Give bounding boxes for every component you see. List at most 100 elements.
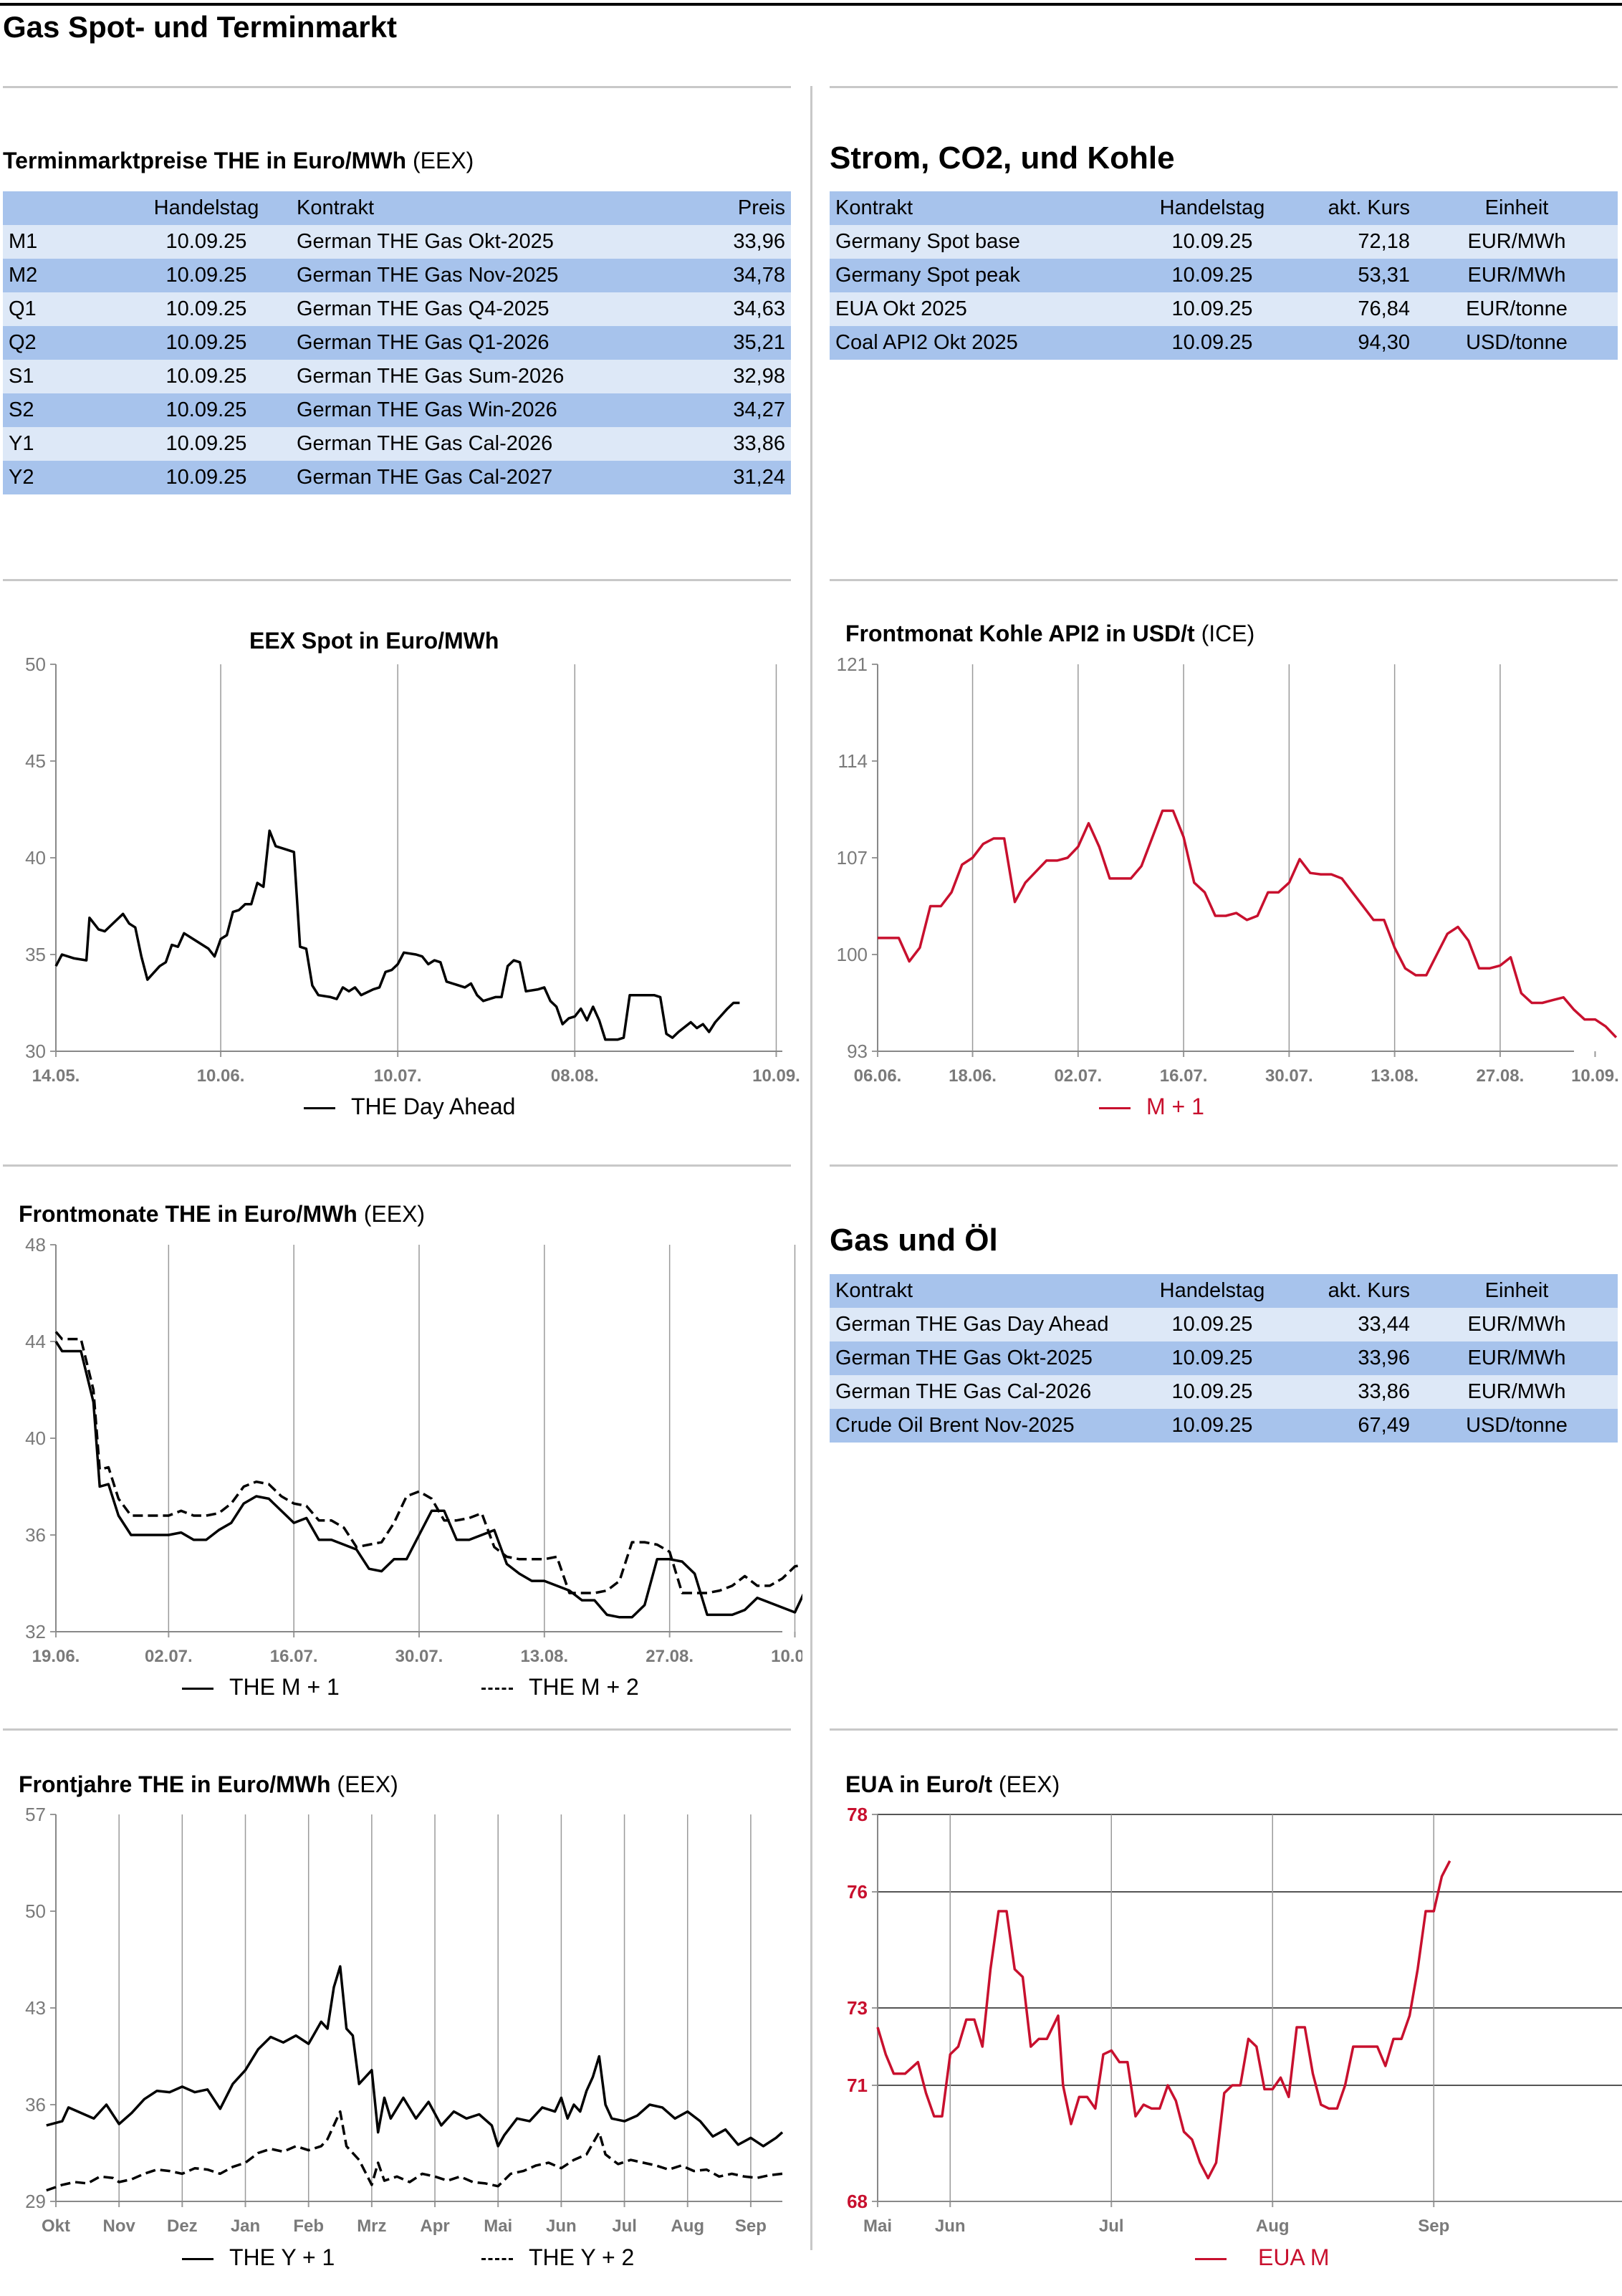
table-row: Q2 10.09.25 German THE Gas Q1-2026 35,21 [3,326,791,360]
y-tick-label: 30 [25,1041,46,1062]
table-cell: 94,30 [1358,331,1410,354]
table-header-cell: Einheit [1484,196,1549,219]
table-row: S2 10.09.25 German THE Gas Win-2026 34,27 [3,393,791,427]
x-tick-label: Jun [546,2216,577,2236]
table-cell: EUA Okt 2025 [835,297,967,320]
table-cell: 10.09.25 [165,466,247,489]
legend-line-dashed [481,1688,513,1690]
table-cell: 53,31 [1358,264,1410,287]
table-row: German THE Gas Cal-2026 10.09.25 33,86 EUR/… [830,1375,1618,1409]
separator [3,579,791,581]
table-cell: EUR/MWh [1467,1313,1566,1336]
table-cell: M2 [9,264,38,287]
y-tick-label: 43 [25,1997,46,2019]
x-tick-label: 18.06. [949,1066,997,1086]
column-divider [810,86,812,2250]
legend-label: THE Y + 1 [229,2244,335,2270]
table-cell: Crude Oil Brent Nov-2025 [835,1414,1075,1437]
series-line-eua-0 [876,1860,1451,2180]
table-header-row: Kontrakt Handelstag akt. Kurs Einheit [830,191,1618,225]
table-cell: 10.09.25 [1171,264,1253,287]
x-tick-label: 27.08. [646,1647,694,1666]
x-tick-label: Okt [42,2216,70,2236]
table-row: Crude Oil Brent Nov-2025 10.09.25 67,49 USD… [830,1409,1618,1443]
legend-label: M + 1 [1146,1094,1204,1119]
separator [3,1164,791,1167]
series-line-coal-0 [878,809,1618,1038]
series-line-spot-0 [54,829,740,1041]
frontmonths-legend-2: THE M + 2 [481,1674,639,1701]
table-cell: EUR/MWh [1467,1380,1566,1403]
series-line-frontmonths-0 [54,1341,802,1619]
table-cell: 34,27 [733,398,785,421]
x-tick-label: 14.05. [32,1066,80,1086]
table-header-cell [3,191,122,225]
frontmonths-chart-title: Frontmonate THE in Euro/MWh (EEX) [19,1201,426,1227]
table-header-cell: akt. Kurs [1328,1279,1410,1302]
table-header-cell: Kontrakt [835,1279,913,1302]
forward-table-title: Terminmarktpreise THE in Euro/MWh (EEX) [3,148,474,173]
x-tick-label: 06.06. [854,1066,902,1086]
table-header-cell: akt. Kurs [1328,196,1410,219]
table-cell: German THE Gas Okt-2025 [297,230,554,253]
y-tick-label: 40 [25,1427,46,1449]
x-tick-label: Jul [1099,2216,1124,2236]
table-cell: EUR/MWh [1467,230,1566,253]
separator [3,86,791,88]
table-cell: 34,63 [733,297,785,320]
table-cell: German THE Gas Q4-2025 [297,297,550,320]
separator [830,1728,1618,1731]
separator [3,1728,791,1731]
x-tick-label: Sep [1418,2216,1449,2236]
x-tick-label: Feb [293,2216,324,2236]
table-cell: 76,84 [1358,297,1410,320]
table-cell: German THE Gas Nov-2025 [297,264,559,287]
x-tick-label: Mai [863,2216,892,2236]
table-cell: 10.09.25 [1171,230,1253,253]
table-cell: 10.09.25 [1171,331,1253,354]
table-row: Q1 10.09.25 German THE Gas Q4-2025 34,63 [3,292,791,326]
table-cell: German THE Gas Win-2026 [297,398,557,421]
series-line-frontmonths-1 [54,1331,802,1594]
table-row: M2 10.09.25 German THE Gas Nov-2025 34,78 [3,259,791,292]
table-cell: 72,18 [1358,230,1410,253]
table-cell: German THE Gas Cal-2026 [297,432,553,455]
y-tick-label: 36 [25,2094,46,2115]
table-cell: EUR/MWh [1467,264,1566,287]
table-cell: USD/tonne [1466,331,1568,354]
table-cell: 35,21 [733,331,785,354]
y-tick-label: 76 [847,1881,868,1903]
forward-price-table: Handelstag Kontrakt Preis M1 10.09.25 German … [3,191,791,494]
x-tick-label: 02.07. [1054,1066,1102,1086]
x-tick-label: 30.07. [1265,1066,1313,1086]
gas-oil-table-title: Gas und Öl [830,1223,998,1258]
legend-label: THE M + 2 [529,1674,639,1700]
separator [830,1164,1618,1167]
table-cell: Coal API2 Okt 2025 [835,331,1018,354]
x-tick-label: 10.09. [752,1066,800,1086]
table-row: M1 10.09.25 German THE Gas Okt-2025 33,96 [3,225,791,259]
table-cell: Q1 [9,297,37,320]
x-tick-label: 27.08. [1477,1066,1525,1086]
table-cell: M1 [9,230,38,253]
y-tick-label: 93 [847,1041,868,1062]
table-cell: EUR/tonne [1466,297,1568,320]
x-tick-label: Nov [103,2216,136,2236]
table-cell: 33,96 [733,230,785,253]
table-row: Germany Spot peak 10.09.25 53,31 EUR/MWh [830,259,1618,292]
table-cell: 10.09.25 [165,331,247,354]
y-tick-label: 78 [847,1804,868,1825]
separator [830,86,1618,88]
y-tick-label: 35 [25,944,46,965]
x-tick-label: 16.07. [270,1647,318,1666]
separator [830,579,1618,581]
power-co2-coal-table: Kontrakt Handelstag akt. Kurs Einheit German… [830,191,1618,360]
table-cell: German THE Gas Sum-2026 [297,365,565,388]
table-header-row: Handelstag Kontrakt Preis [3,191,791,225]
legend-line-dashed [481,2258,513,2261]
table-cell: 33,96 [1358,1346,1410,1369]
legend-line-solid [1195,2258,1227,2261]
table-cell: USD/tonne [1466,1414,1568,1437]
table-row: Y2 10.09.25 German THE Gas Cal-2027 31,24 [3,461,791,494]
table-row: Y1 10.09.25 German THE Gas Cal-2026 33,86 [3,427,791,461]
